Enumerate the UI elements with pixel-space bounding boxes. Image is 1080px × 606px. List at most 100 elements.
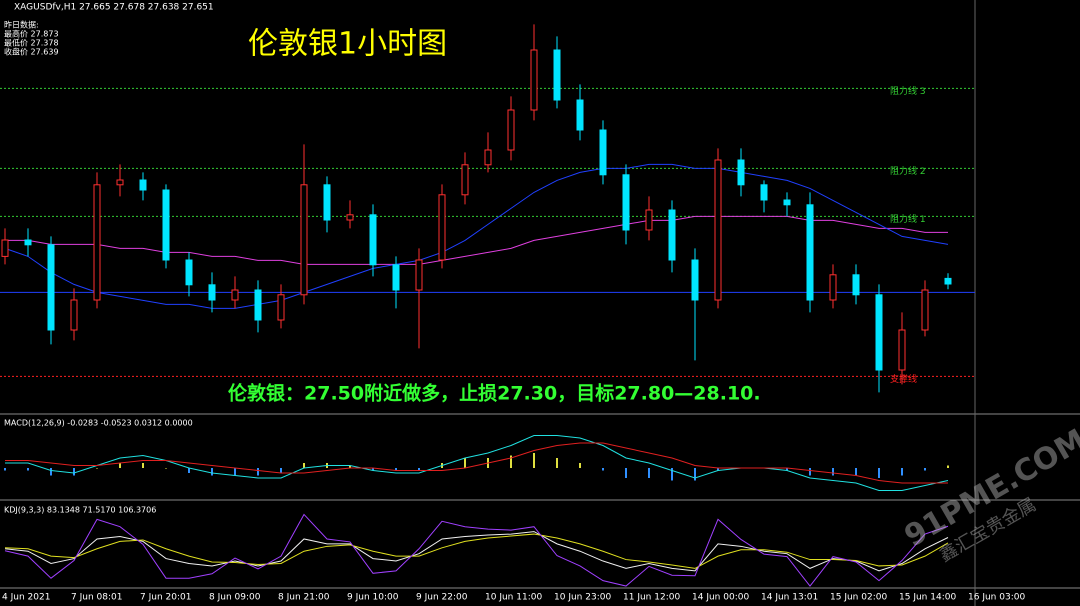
candle-body xyxy=(530,49,538,111)
macd-bar xyxy=(832,468,834,476)
macd-bar xyxy=(27,468,29,471)
candle-body xyxy=(760,184,768,201)
macd-bar xyxy=(556,458,558,468)
candle-body xyxy=(277,294,285,321)
macd-bar xyxy=(855,468,857,476)
macd-bar xyxy=(924,468,926,471)
indicator-line xyxy=(4,163,949,309)
x-tick-label: 14 Jun 13:01 xyxy=(761,593,818,603)
candle-body xyxy=(323,184,331,221)
candle-body xyxy=(116,179,124,186)
info-line: 收盘价 27.639 xyxy=(4,47,59,57)
macd-bar xyxy=(165,468,167,469)
macd-bar xyxy=(211,468,213,476)
x-tick-label: 11 Jun 12:00 xyxy=(623,593,680,603)
candle-body xyxy=(1,239,9,257)
level-label: 阻力线 3 xyxy=(890,85,926,97)
level-label: 阻力线 1 xyxy=(890,213,926,225)
candle-body xyxy=(162,189,170,261)
x-tick-label: 7 Jun 08:01 xyxy=(71,593,122,603)
candle-body xyxy=(806,204,814,301)
candle-body xyxy=(185,259,193,286)
candle-body xyxy=(829,274,837,301)
macd-bar xyxy=(579,463,581,468)
symbol-line: XAGUSDfv,H1 27.665 27.678 27.638 27.651 xyxy=(14,3,214,13)
candle-body xyxy=(392,264,400,291)
indicator-line xyxy=(4,513,949,587)
macd-bar xyxy=(625,468,627,478)
info-line: 最低价 27.378 xyxy=(4,38,59,48)
candle-body xyxy=(691,259,699,301)
x-tick-label: 8 Jun 09:00 xyxy=(209,593,261,603)
annotation: 伦敦银：27.50附近做多，止损27.30，目标27.80—28.10. xyxy=(228,382,761,405)
candle-body xyxy=(668,209,676,261)
macd-bar xyxy=(418,468,420,471)
x-tick-label: 16 Jun 03:00 xyxy=(968,593,1025,603)
kdj-title: KDJ(9,3,3) 83.1348 71.5170 106.3706 xyxy=(4,506,156,515)
macd-bar xyxy=(142,463,144,468)
x-tick-label: 15 Jun 14:00 xyxy=(899,593,956,603)
macd-bar xyxy=(510,455,512,468)
candle-body xyxy=(921,289,929,331)
indicator-line xyxy=(4,533,949,569)
macd-bar xyxy=(464,458,466,468)
candle-body xyxy=(300,184,308,296)
macd-bar xyxy=(901,468,903,476)
macd-title: MACD(12,26,9) -0.0283 -0.0523 0.0312 0.0… xyxy=(4,419,193,428)
level-label: 阻力线 2 xyxy=(890,165,926,177)
candle-body xyxy=(438,194,446,261)
x-tick-label: 4 Jun 2021 xyxy=(2,593,50,603)
macd-bar xyxy=(533,453,535,468)
macd-bar xyxy=(73,468,75,476)
candle-body xyxy=(24,239,32,246)
macd-bar xyxy=(694,468,696,481)
macd-bar xyxy=(349,465,351,468)
candle-body xyxy=(484,149,492,166)
candle-body xyxy=(461,164,469,196)
x-tick-label: 15 Jun 02:00 xyxy=(830,593,887,603)
candle-body xyxy=(737,159,745,186)
candle-body xyxy=(714,159,722,301)
macd-bar xyxy=(786,468,788,471)
candle-body xyxy=(208,284,216,301)
x-tick-label: 9 Jun 10:00 xyxy=(347,593,399,603)
candle-body xyxy=(852,274,860,296)
x-tick-label: 7 Jun 20:01 xyxy=(140,593,191,603)
macd-bar xyxy=(395,468,397,471)
x-tick-label: 14 Jun 00:00 xyxy=(692,593,749,603)
candle-body xyxy=(507,109,515,151)
x-tick-label: 10 Jun 23:00 xyxy=(554,593,611,603)
info-line: 最高价 27.873 xyxy=(4,29,59,39)
indicator-line xyxy=(5,435,949,491)
macd-bar xyxy=(119,463,121,468)
candle-body xyxy=(622,174,630,231)
candle-body xyxy=(944,277,952,285)
candle-body xyxy=(783,199,791,206)
macd-bar xyxy=(717,468,719,471)
candle-body xyxy=(898,329,906,371)
macd-bar xyxy=(602,468,604,471)
candle-body xyxy=(231,289,239,301)
indicator-line xyxy=(4,531,949,572)
x-tick-label: 10 Jun 11:00 xyxy=(485,593,542,603)
macd-bar xyxy=(947,465,949,468)
candle-body xyxy=(415,259,423,291)
candle-body xyxy=(599,129,607,176)
candle-body xyxy=(346,214,354,221)
macd-bar xyxy=(257,468,259,476)
macd-bar xyxy=(234,468,236,476)
level-label: 支撑线 xyxy=(890,373,917,385)
macd-bar xyxy=(671,468,673,481)
candle-body xyxy=(369,214,377,266)
macd-bar xyxy=(809,468,811,476)
candle-body xyxy=(70,299,78,331)
chart-title: 伦敦银1小时图 xyxy=(248,27,447,62)
info-title: 昨日数据: xyxy=(4,20,39,30)
macd-bar xyxy=(4,468,6,471)
macd-bar xyxy=(280,468,282,473)
macd-bar xyxy=(372,468,374,471)
macd-bar xyxy=(648,468,650,478)
